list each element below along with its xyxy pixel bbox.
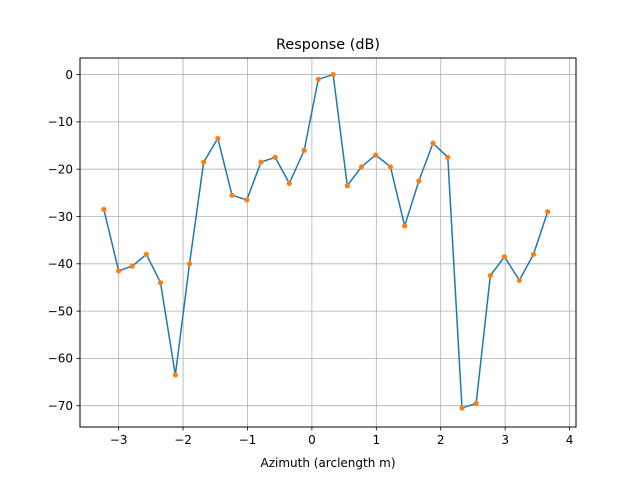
data-point (358, 164, 365, 170)
data-point (545, 209, 551, 215)
x-tick-label: 4 (566, 433, 574, 447)
data-point (402, 223, 408, 229)
data-point (286, 180, 292, 186)
x-tick-label: −2 (174, 433, 192, 447)
data-point (272, 154, 278, 160)
data-point (244, 197, 250, 203)
plot-frame (79, 57, 577, 428)
y-tick-label: −60 (48, 352, 73, 366)
data-point (430, 140, 436, 146)
y-tick-label: −30 (48, 210, 73, 224)
x-tick-label: 2 (437, 433, 445, 447)
y-tick-label: −40 (48, 257, 73, 271)
chart-title: Response (dB) (276, 37, 380, 53)
y-tick-label: −50 (48, 304, 73, 318)
data-point (516, 277, 522, 283)
data-point (373, 152, 379, 158)
data-point (301, 147, 307, 153)
data-point (101, 206, 107, 212)
data-point (201, 159, 207, 165)
data-point (157, 280, 164, 286)
data-point (445, 154, 451, 160)
data-point (186, 261, 193, 267)
grid (80, 58, 576, 427)
data-point (416, 178, 422, 184)
series-layer (101, 71, 551, 411)
data-point (387, 164, 394, 170)
x-tick-label: 3 (501, 433, 509, 447)
data-point (129, 263, 135, 269)
data-point (315, 76, 321, 82)
y-tick-label: −20 (48, 162, 73, 176)
data-point (229, 192, 235, 198)
x-tick-label: 0 (308, 433, 316, 447)
data-point (172, 372, 178, 378)
y-tick-label: −10 (48, 115, 73, 129)
y-tick-label: 0 (65, 68, 73, 82)
ticks: −3 −2 −1 0 1 2 3 40−10−20−30−40−50−60−70 (48, 68, 574, 447)
data-point (344, 183, 350, 189)
x-tick-label: −3 (110, 433, 128, 447)
data-point (116, 268, 122, 274)
data-point (459, 405, 465, 411)
data-point (330, 71, 336, 78)
x-tick-label: −1 (239, 433, 257, 447)
y-tick-label: −70 (48, 399, 73, 413)
data-point (530, 251, 537, 257)
x-axis-label: Azimuth (arclength m) (261, 456, 396, 470)
x-tick-label: 1 (372, 433, 380, 447)
data-point (473, 400, 479, 406)
data-point (215, 135, 221, 142)
data-point (487, 273, 493, 279)
data-point (143, 251, 149, 257)
data-point (501, 254, 508, 260)
data-point (258, 159, 264, 165)
